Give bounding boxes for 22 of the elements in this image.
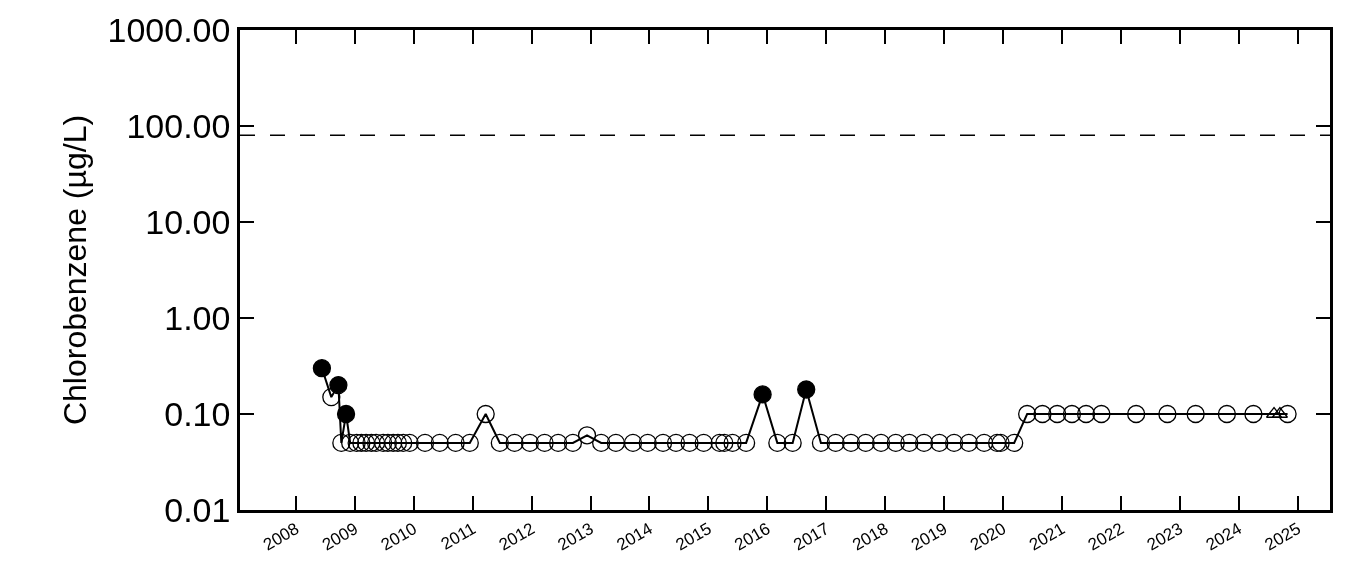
x-tick-label: 2019 — [908, 519, 951, 555]
x-tick-label: 2024 — [1202, 519, 1245, 555]
y-tick-label: 100.00 — [126, 106, 231, 145]
x-tick-label: 2023 — [1143, 519, 1187, 555]
y-tick-label: 10.00 — [145, 202, 231, 241]
x-tick-label: 2016 — [731, 519, 774, 555]
x-tick-label: 2012 — [495, 519, 538, 555]
x-tick-label: 2009 — [318, 519, 362, 555]
x-tick-label: 2022 — [1084, 519, 1128, 555]
x-tick-label: 2021 — [1025, 519, 1069, 555]
y-axis-title: Chlorobenzene (µg/L) — [56, 114, 93, 426]
x-tick-label: 2013 — [554, 519, 597, 555]
x-tick-label: 2020 — [966, 519, 1010, 555]
y-tick-label: 0.01 — [164, 490, 231, 529]
x-tick-label: 2010 — [377, 519, 421, 555]
y-tick-label: 1.00 — [164, 298, 231, 337]
x-tick-label: 2014 — [613, 519, 656, 555]
x-tick-label: 2018 — [849, 519, 892, 555]
y-tick-label: 0.10 — [164, 394, 231, 433]
y-tick-label: 1000.00 — [107, 10, 231, 49]
x-tick-label: 2011 — [437, 519, 479, 554]
x-tick-label: 2008 — [259, 519, 303, 555]
